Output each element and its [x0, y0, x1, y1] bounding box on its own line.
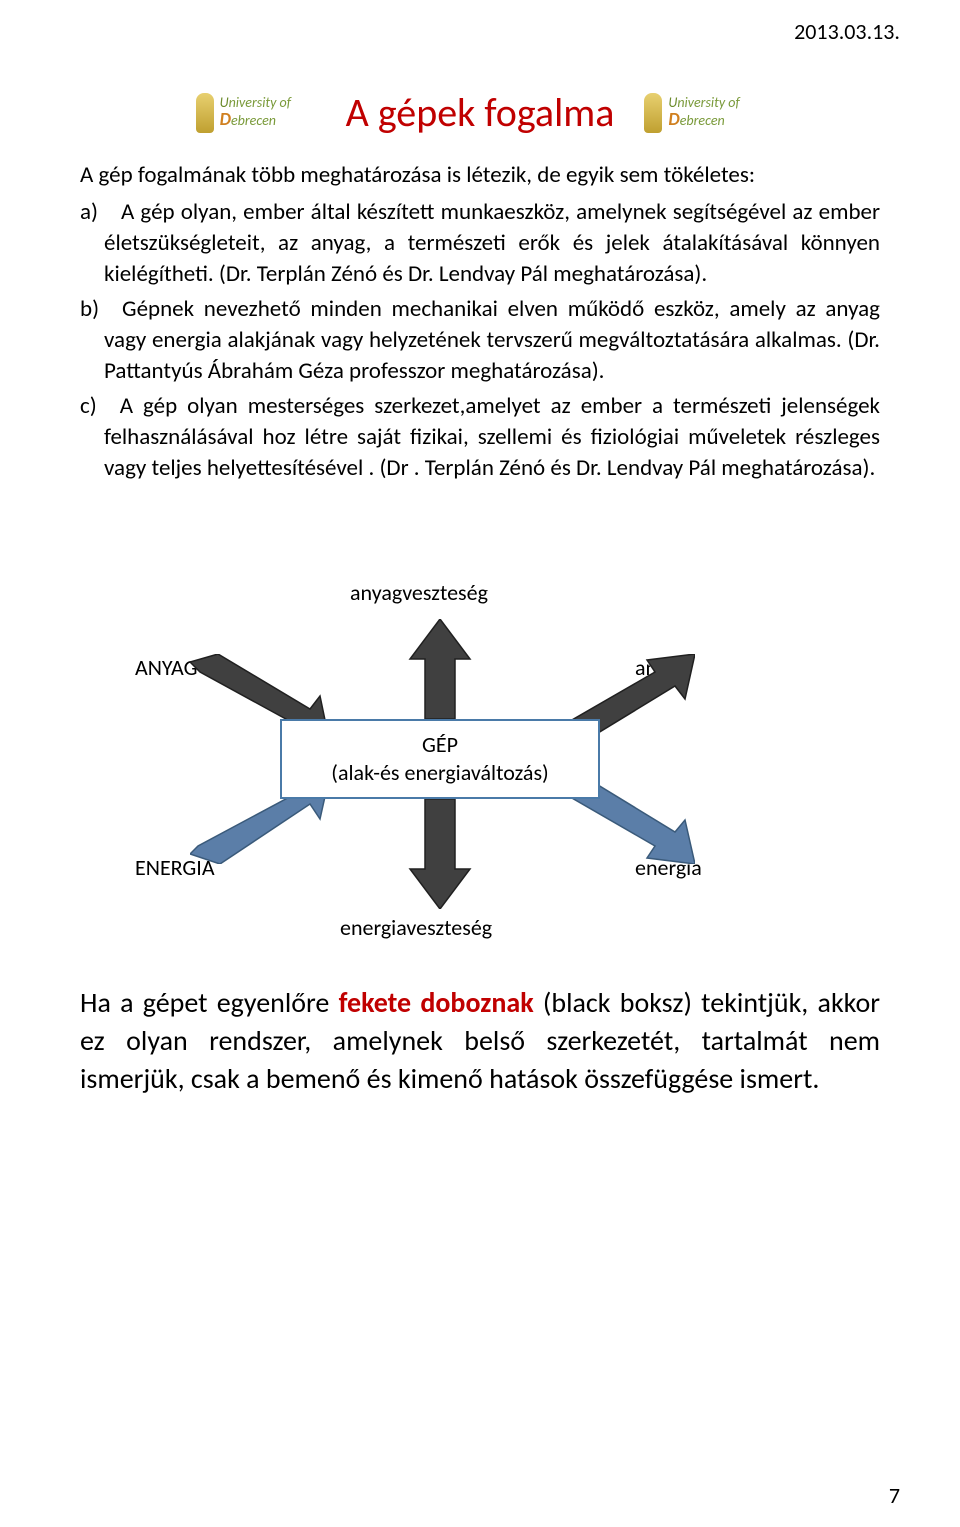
intro-text: A gép fogalmának több meghatározása is l… — [80, 160, 880, 191]
gep-box-subtitle: (alak-és energiaváltozás) — [331, 759, 548, 788]
definition-a: a) A gép olyan, ember által készített mu… — [80, 197, 880, 290]
label-left-upper: ANYAG — [135, 654, 197, 681]
closing-text: Ha a gépet egyenlőre fekete doboznak (bl… — [80, 984, 880, 1097]
label-top: anyagveszteség — [350, 579, 488, 606]
page-content: University of Debrecen A gépek fogalma U… — [80, 85, 880, 1098]
gep-box: GÉP (alak-és energiaváltozás) — [280, 719, 600, 799]
logo-figure-icon — [644, 93, 662, 133]
title-row: University of Debrecen A gépek fogalma U… — [80, 85, 880, 140]
logo-text: University of Debrecen — [668, 95, 739, 130]
page-title: A gépek fogalma — [346, 88, 615, 137]
page-number: 7 — [889, 1482, 900, 1509]
definition-c: c) A gép olyan mesterséges szerkezet,ame… — [80, 391, 880, 484]
definition-b: b) Gépnek nevezhető minden mechanikai el… — [80, 294, 880, 387]
logo-figure-icon — [196, 93, 214, 133]
label-bottom: energiaveszteség — [340, 914, 492, 941]
logo-left: University of Debrecen — [196, 85, 316, 140]
arrow-up-icon — [400, 619, 480, 719]
diagram: anyagveszteség ANYAG anyag ENERGIA energ… — [80, 534, 880, 974]
logo-right: University of Debrecen — [644, 85, 764, 140]
logo-text: University of Debrecen — [220, 95, 291, 130]
date-header: 2013.03.13. — [794, 18, 900, 45]
arrow-down-icon — [400, 799, 480, 909]
closing-red: fekete doboznak — [339, 985, 534, 1020]
closing-pre: Ha a gépet egyenlőre — [80, 985, 339, 1020]
gep-box-title: GÉP — [422, 731, 458, 760]
